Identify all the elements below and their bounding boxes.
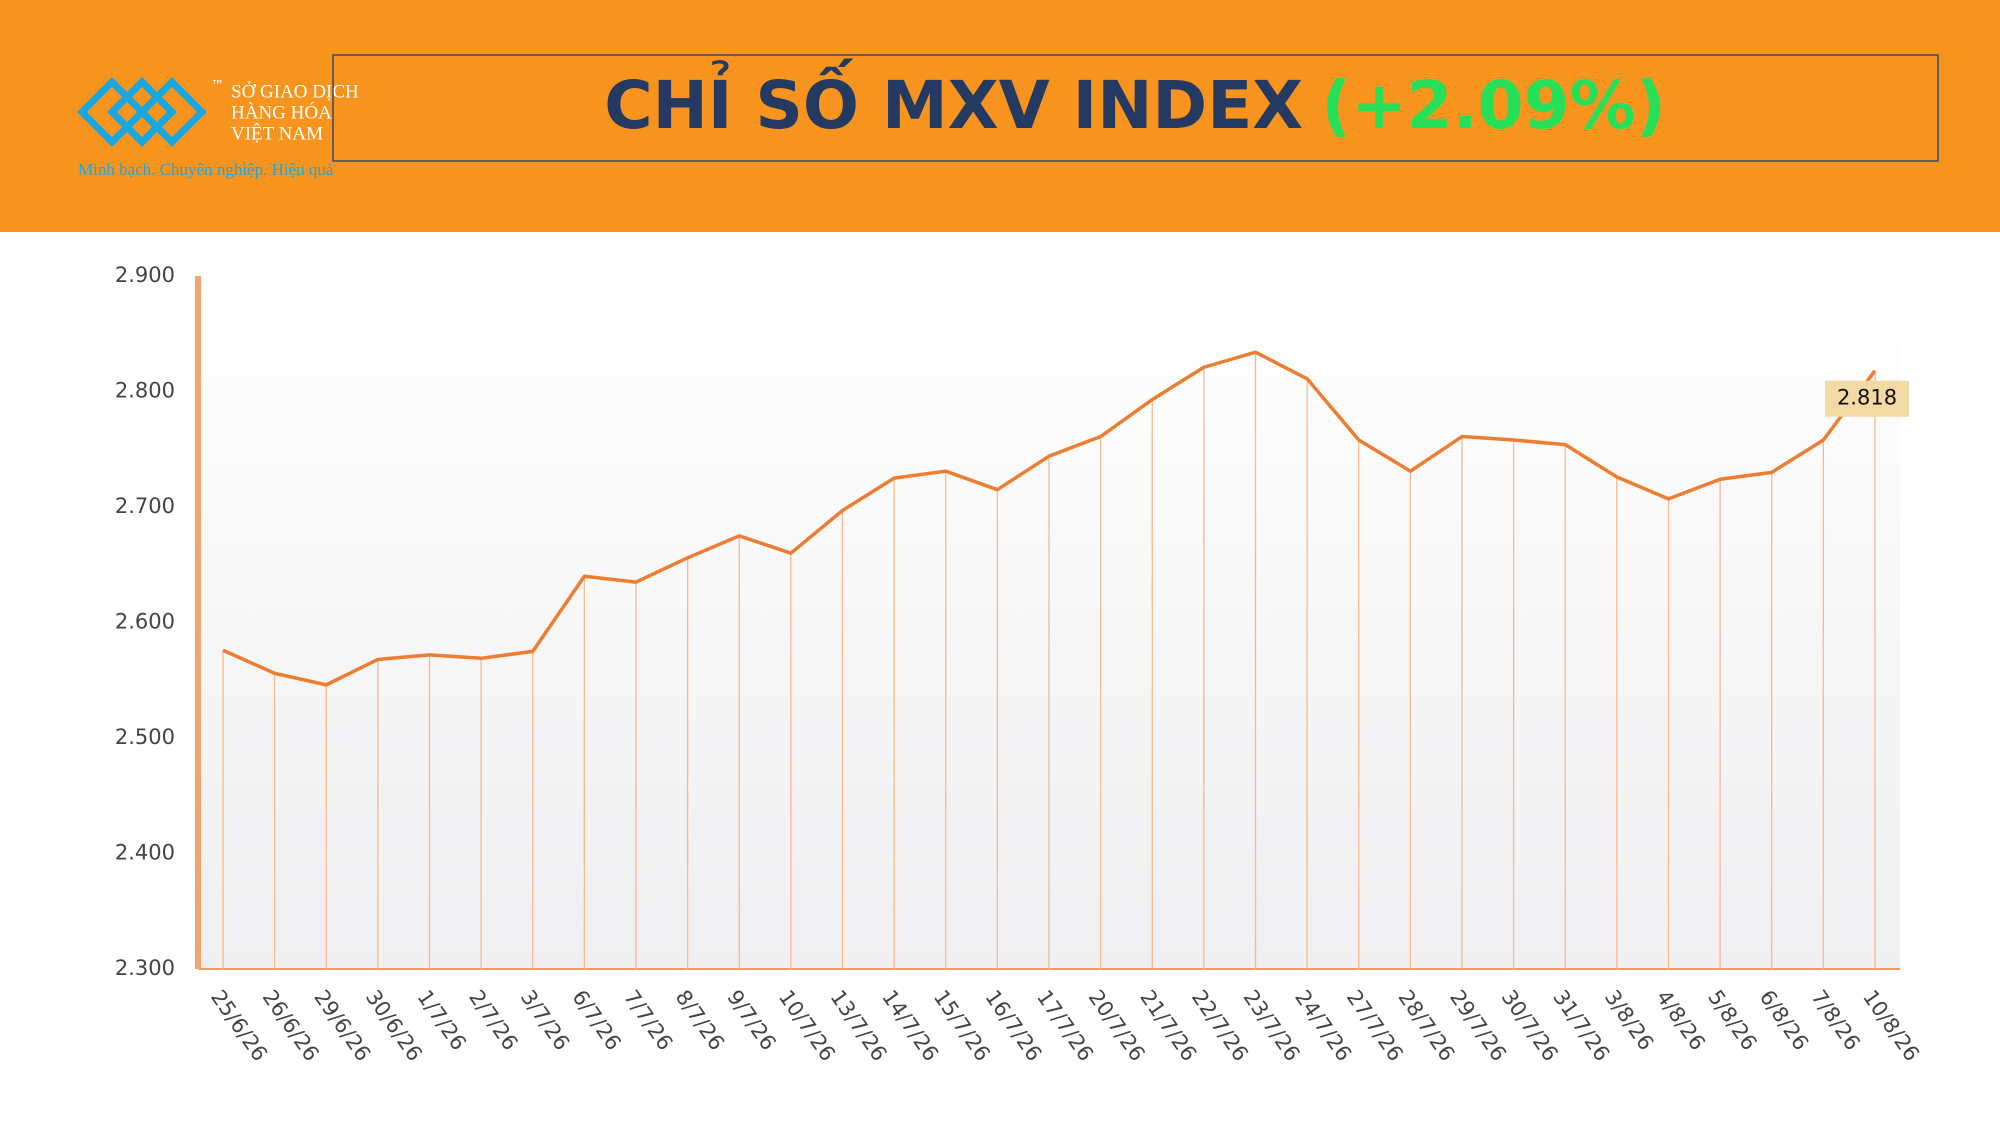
y-tick-label: 2.900 [115,263,175,287]
title-box [332,54,1939,162]
x-tick-label: 7/8/26 [1806,986,1864,1055]
x-tick-label: 6/7/26 [567,986,625,1055]
chart-title: CHỈ SỐ MXV INDEX (+2.09%) [604,58,1666,144]
x-tick-label: 8/7/26 [671,986,729,1055]
line [222,350,1877,687]
x-tick-label: 4/8/26 [1651,986,1709,1055]
x-tick-label: 10/8/26 [1858,986,1924,1066]
value-label-box [1825,380,1909,417]
x-tick-label: 5/8/26 [1703,986,1761,1055]
y-tick-label: 2.300 [115,956,175,980]
title-main: CHỈ SỐ MXV INDEX [604,58,1303,144]
logo-text: HÀNG HÓA [231,101,332,123]
y-tick-label: 2.800 [115,379,175,403]
x-tick-label: 9/7/26 [722,986,780,1055]
x-tick-label: 7/7/26 [619,986,677,1055]
logo-tm: ™ [211,79,224,94]
logo-text: VIỆT NAM [231,122,323,144]
x-tick-label: 6/8/26 [1755,986,1813,1055]
y-tick-label: 2.400 [115,841,175,865]
x-tick-label: 2/7/26 [464,986,522,1055]
logo-text: SỞ GIAO DỊCH [231,80,359,102]
x-tick-label: 3/7/26 [516,986,574,1055]
slogan: Minh bạch. Chuyên nghiệp. Hiệu quả [78,160,334,179]
y-tick-label: 2.700 [115,494,175,518]
logo: ™ SỞ GIAO DỊCH HÀNG HÓA VIỆT NAM Minh bạ… [77,77,359,179]
y-tick-label: 2.600 [115,610,175,634]
y-tick-label: 2.500 [115,725,175,749]
title-change: (+2.09%) [1321,67,1666,144]
value-label: 2.818 [1837,386,1897,410]
